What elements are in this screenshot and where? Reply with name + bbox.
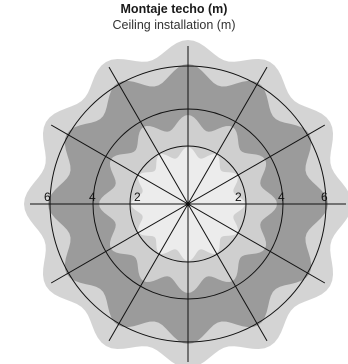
label-right-2m: 2 — [235, 190, 242, 204]
label-right-4m: 4 — [278, 190, 285, 204]
label-left-4m: 4 — [89, 190, 96, 204]
radial-line — [50, 124, 326, 284]
diagram-title: Montaje techo (m) — [120, 2, 228, 16]
label-right-6m: 6 — [321, 190, 328, 204]
label-left-2m: 2 — [134, 190, 141, 204]
radial-lines — [30, 46, 346, 362]
diagram-subtitle: Ceiling installation (m) — [112, 18, 236, 32]
label-left-6m: 6 — [44, 190, 51, 204]
